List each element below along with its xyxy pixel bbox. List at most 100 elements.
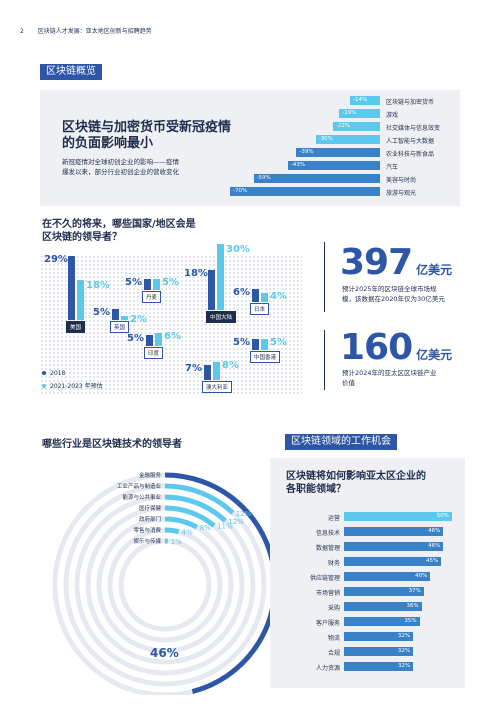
industry-label: 能源与公共事业	[122, 493, 161, 501]
leader-value-2018: 18%	[184, 268, 208, 280]
stat-1-number: 397	[340, 242, 413, 283]
overview-tag: 区块链概览	[40, 64, 102, 80]
job-value: 35%	[404, 618, 417, 624]
job-value: 40%	[415, 573, 428, 579]
job-bar: 37%	[344, 587, 424, 596]
job-label: 物流	[327, 635, 340, 642]
industries-big-value: 46%	[150, 646, 179, 660]
job-label: 供应链管理	[309, 575, 340, 582]
job-value: 46%	[428, 528, 441, 534]
leader-bar-forecast	[217, 244, 224, 310]
industry-label: 工业产品与制造业	[117, 482, 162, 490]
legend-2018-swatch	[42, 371, 46, 375]
overview-bar-label: 汽车	[386, 164, 399, 171]
leader-country-label: 中国香港	[250, 351, 281, 363]
job-value: 45%	[425, 558, 439, 564]
leader-bar-2018	[208, 270, 215, 310]
job-label: 市场营销	[315, 590, 340, 597]
leader-value-forecast: 30%	[226, 244, 250, 255]
overview-bar-value: -70%	[233, 188, 248, 194]
leader-country-label: 英国	[110, 321, 130, 333]
job-label: 采购	[327, 605, 340, 612]
leader-bar-forecast	[121, 315, 128, 320]
leader-value-forecast: 18%	[86, 280, 110, 292]
overview-bar: -19%	[339, 109, 380, 118]
industry-value: 12%	[236, 510, 252, 518]
page-number: 2	[20, 28, 24, 35]
industry-ring-arc	[164, 505, 216, 528]
job-bar: 32%	[344, 647, 414, 656]
leader-value-2018: 5%	[127, 333, 144, 344]
job-value: 46%	[428, 543, 441, 549]
stat-1-desc: 预计2025年的区块链全球市场规 模，该数据在2020年仅为30亿美元	[342, 285, 445, 303]
overview-title: 区块链与加密货币受新冠疫情 的负面影响最小	[62, 120, 232, 151]
stat-2-desc: 预计2024年的亚太区区块链产业 价值	[342, 369, 437, 387]
overview-bar: -22%	[332, 122, 380, 131]
job-bar: 45%	[344, 557, 442, 566]
leader-country-label: 中国大陆	[206, 311, 237, 323]
stat-divider-2	[324, 330, 325, 390]
overview-bar-value: -39%	[299, 149, 314, 155]
job-value: 32%	[397, 663, 411, 669]
leader-country-label: 美国	[66, 321, 86, 333]
job-bar: 40%	[344, 572, 431, 581]
leaders-title: 在不久的将来，哪些国家/地区会是 区块链的领导者？	[42, 219, 196, 243]
overview-bar-value: -43%	[290, 162, 306, 168]
job-label: 人力资源	[315, 665, 340, 672]
job-label: 运营	[327, 515, 340, 522]
industry-label: 零售与消费	[133, 526, 161, 534]
leader-bar-2018	[204, 364, 211, 380]
industry-label: 政府部门	[139, 515, 161, 523]
legend-forecast-swatch	[42, 384, 46, 388]
overview-bar-value: -14%	[353, 97, 368, 103]
leader-country-label: 印度	[144, 347, 164, 359]
leader-value-2018: 5%	[233, 337, 250, 348]
industry-value: 11%	[217, 523, 233, 531]
industry-ring-track	[118, 538, 212, 632]
jobs-tag: 区块链领域的工作机会	[285, 434, 397, 450]
stat-2-number: 160	[340, 327, 413, 368]
leaders-chart: 29% 18% 美国 5% 5% 丹麦 5% 2% 英国 5% 6% 印度 18% 30% 中国大陆 6% 4%…	[40, 244, 302, 400]
leader-value-2018: 6%	[233, 286, 250, 298]
leader-bar-2018	[252, 288, 259, 302]
leader-bar-2018	[252, 339, 259, 350]
job-label: 合规	[327, 650, 340, 657]
leader-value-forecast: 2%	[130, 313, 147, 325]
overview-bar: -70%	[230, 187, 380, 196]
page-header: 2 区块链人才发展：亚太地区创新与招聘趋势	[20, 26, 152, 35]
overview-bar-value: -59%	[256, 175, 271, 181]
industry-ring-arc	[164, 472, 270, 694]
industry-ring-arc	[164, 516, 198, 530]
overview-bar: -39%	[296, 148, 380, 157]
industry-ring-arc	[164, 494, 227, 523]
leader-value-forecast: 6%	[164, 330, 181, 342]
overview-bar: -14%	[350, 96, 380, 105]
job-bar: 46%	[344, 542, 444, 551]
industry-label: 娱乐与传媒	[133, 537, 161, 545]
leader-value-2018: 5%	[125, 277, 142, 288]
overview-bar-label: 社交媒体与信息效变	[386, 125, 441, 132]
job-bar: 46%	[344, 527, 444, 536]
overview-bar: -43%	[287, 161, 380, 170]
industry-value: 8%	[200, 524, 211, 532]
leaders-legend: 2018 2021-2023 年预估	[42, 370, 103, 390]
job-value: 32%	[397, 633, 411, 639]
industry-label: 医疗保健	[139, 504, 162, 512]
job-label: 信息技术	[315, 530, 340, 537]
stat-2: 160 亿美元	[340, 330, 452, 366]
leader-bar-forecast	[155, 332, 162, 346]
overview-bar-label: 农业科技与新食品	[386, 151, 435, 158]
overview-bar-label: 人工智能与大数据	[386, 138, 435, 145]
job-bar: 32%	[344, 662, 414, 671]
job-bar: 32%	[344, 632, 414, 641]
overview-bar-label: 游戏	[386, 112, 399, 119]
stat-1: 397 亿美元	[340, 245, 452, 281]
job-value: 50%	[436, 513, 449, 519]
leader-bar-forecast	[77, 280, 84, 320]
leader-bar-forecast	[261, 293, 268, 302]
overview-bar-label: 区块链与加密货币	[386, 99, 435, 106]
overview-bar-value: -30%	[318, 136, 333, 142]
industry-value: 4%	[182, 529, 193, 537]
industry-ring-arc	[164, 483, 235, 515]
stat-divider	[324, 242, 325, 312]
